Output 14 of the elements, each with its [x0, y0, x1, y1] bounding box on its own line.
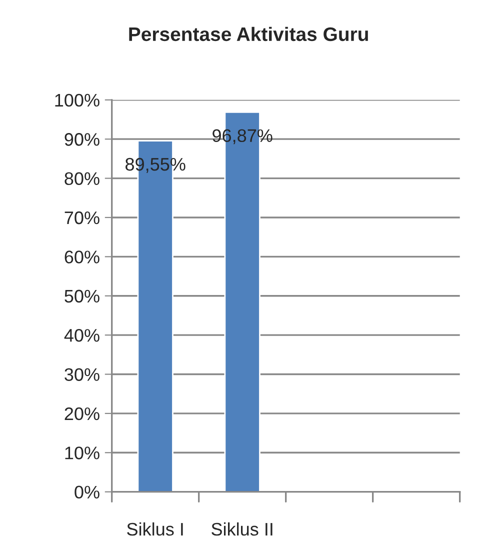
y-tick-label: 90%	[64, 133, 100, 146]
y-tick-label: 10%	[65, 446, 100, 460]
y-tick-label: 80%	[64, 172, 100, 186]
y-tick-label: 20%	[64, 407, 100, 420]
y-tick-label: 30%	[64, 368, 100, 381]
chart-title: Persentase Aktivitas Guru	[129, 26, 368, 42]
y-tick-label: 70%	[64, 211, 100, 224]
y-tick-label: 60%	[64, 250, 100, 264]
x-tick-label: Siklus I	[127, 522, 183, 536]
y-tick-label: 100%	[55, 94, 100, 107]
y-tick-label: 50%	[64, 290, 100, 303]
y-tick-label: 40%	[64, 329, 100, 342]
y-tick-label: 0%	[74, 486, 100, 499]
x-tick-label: Siklus II	[212, 522, 272, 536]
